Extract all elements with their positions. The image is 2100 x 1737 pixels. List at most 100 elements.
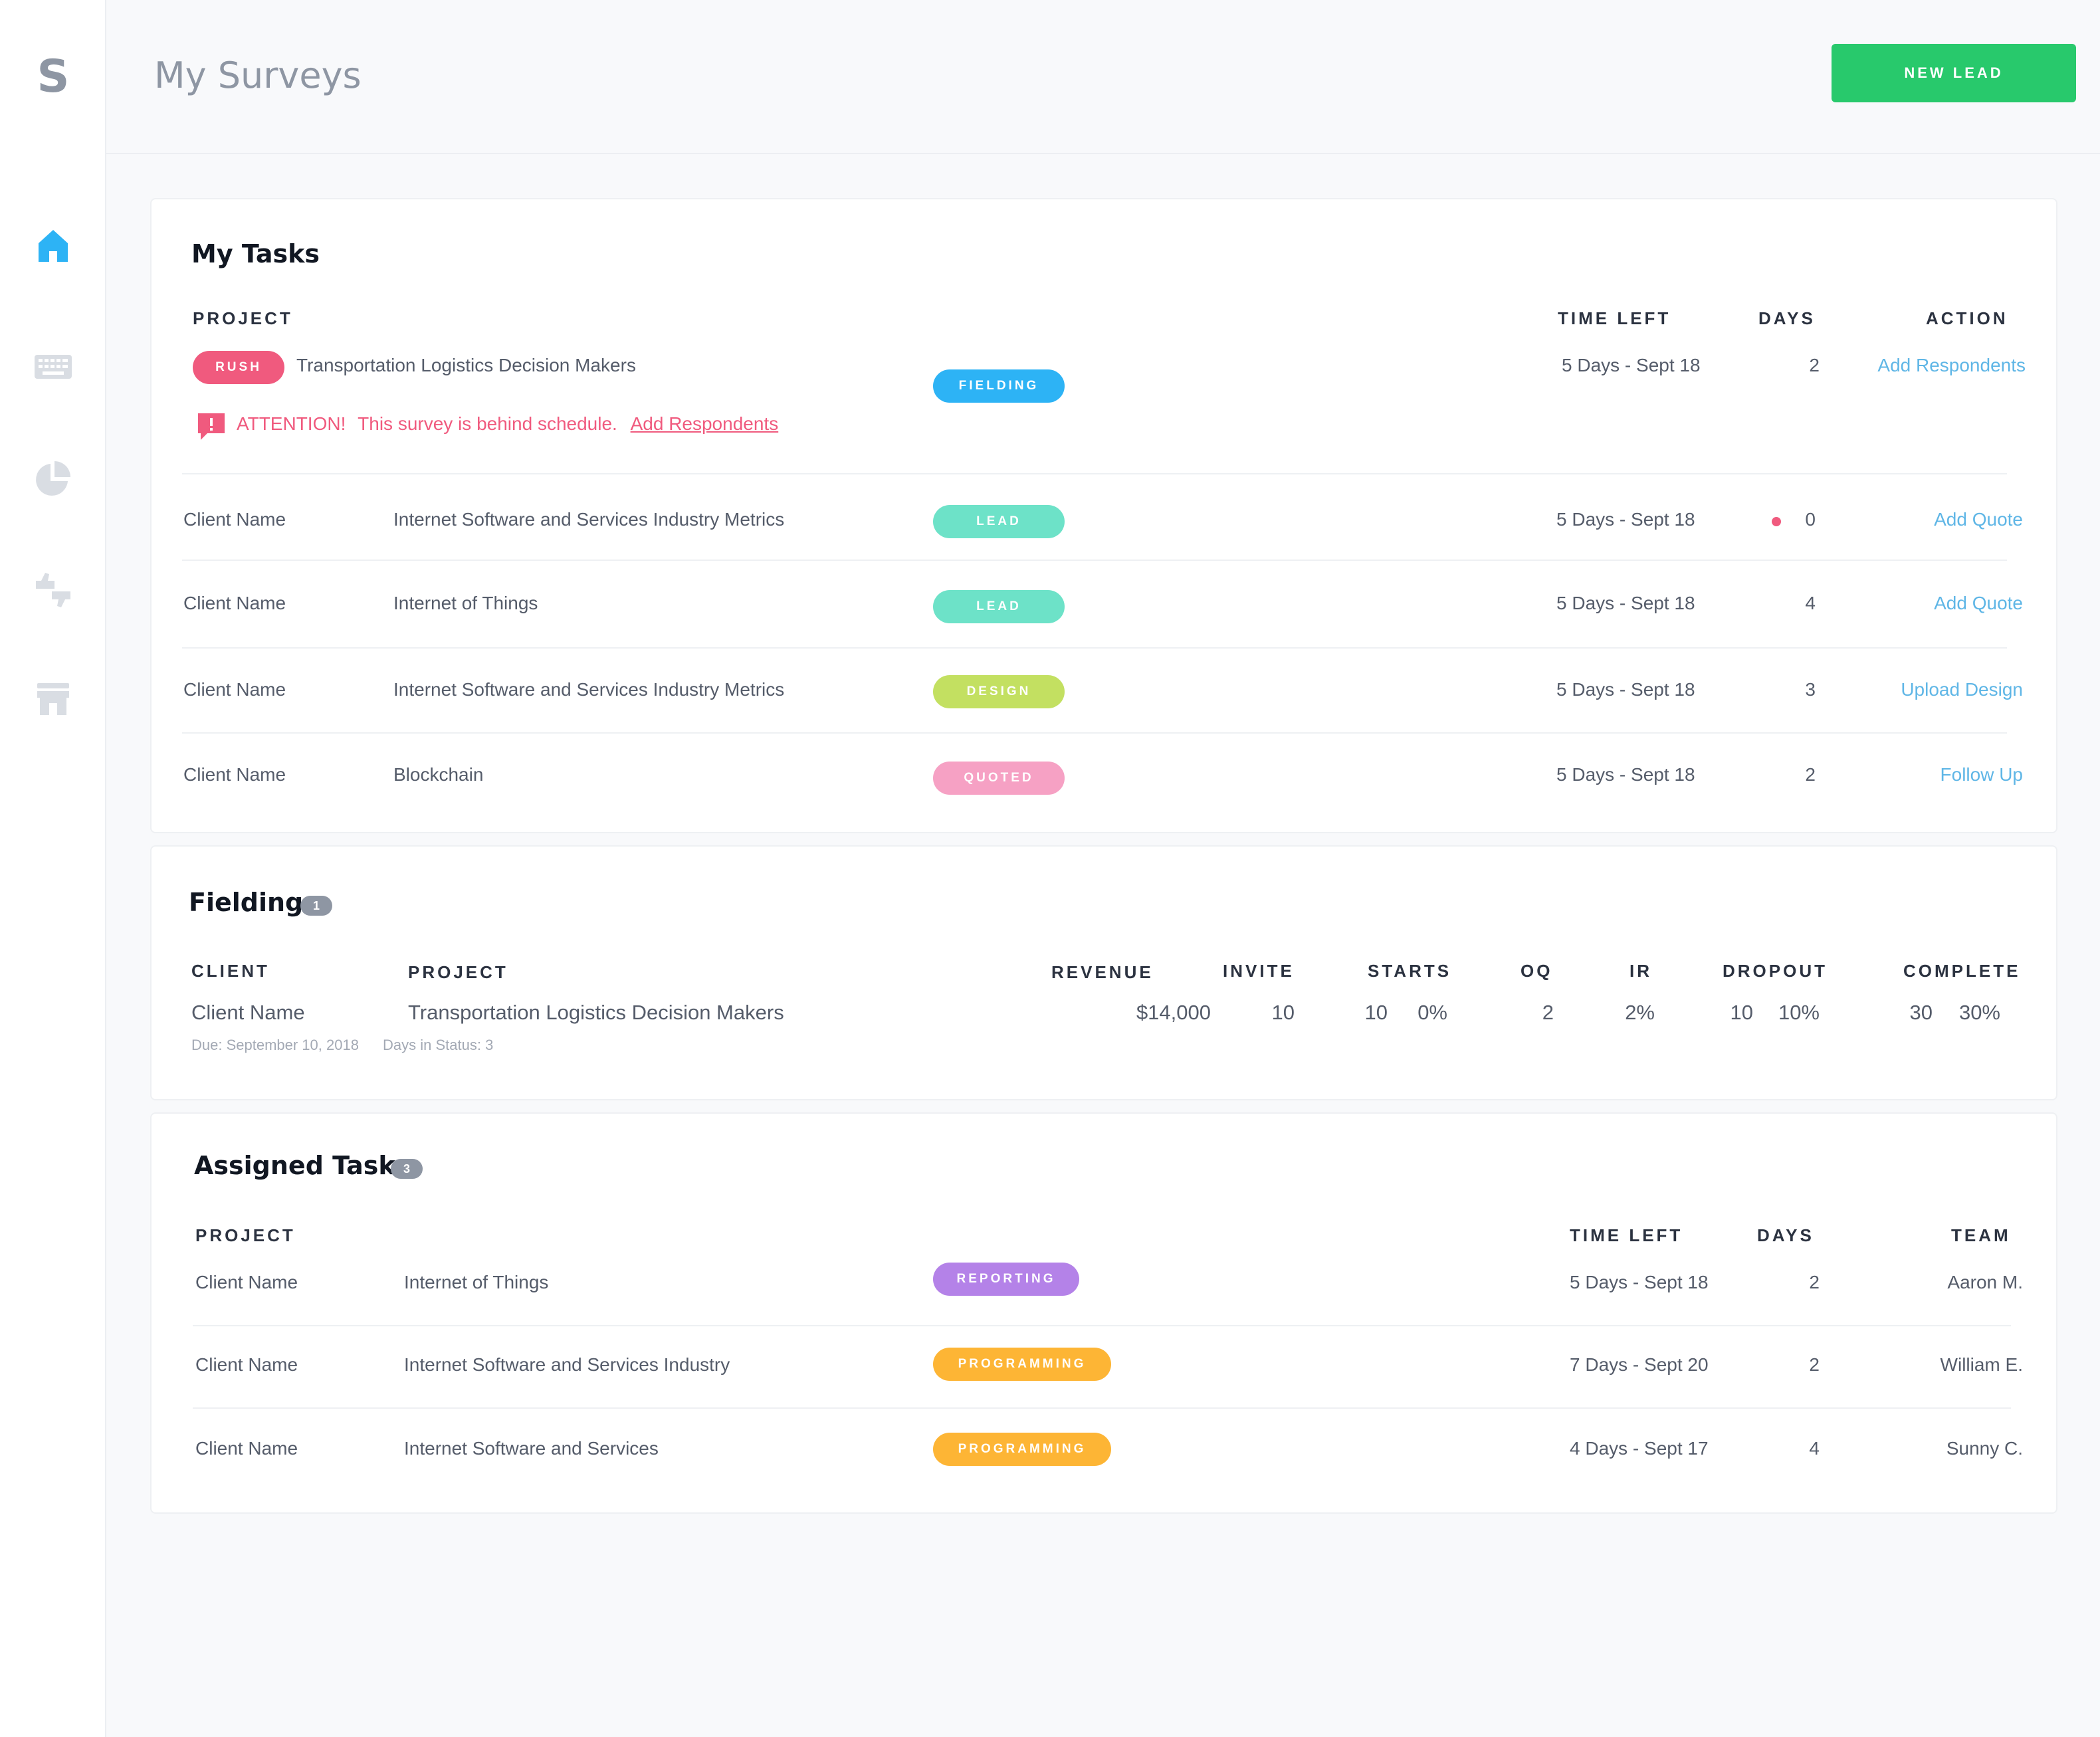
- project-name[interactable]: Internet of Things: [404, 1272, 549, 1292]
- row-divider: [193, 1325, 2011, 1326]
- days-value: 2: [1805, 764, 1816, 785]
- row-divider: [182, 647, 2007, 649]
- project-name[interactable]: Internet Software and Services Industry: [404, 1354, 730, 1375]
- time-left: 5 Days - Sept 18: [1556, 509, 1695, 530]
- store-icon[interactable]: [32, 678, 74, 720]
- status-badge: FIELDING: [933, 369, 1065, 403]
- team-member: William E.: [1940, 1354, 2023, 1375]
- project-name[interactable]: Blockchain: [393, 764, 484, 785]
- days-value: 0: [1805, 509, 1816, 530]
- days-value: 4: [1805, 593, 1816, 613]
- time-left: 5 Days - Sept 18: [1556, 764, 1695, 785]
- complete-value: 30: [1909, 1001, 1933, 1024]
- project-name[interactable]: Internet of Things: [393, 593, 538, 613]
- row-divider: [182, 732, 2007, 734]
- project-name[interactable]: Transportation Logistics Decision Makers: [296, 355, 636, 375]
- ir-value: 2%: [1625, 1001, 1655, 1024]
- time-left: 5 Days - Sept 18: [1556, 679, 1695, 700]
- add-respondents-link[interactable]: Add Respondents: [1877, 355, 2026, 375]
- client-name: Client Name: [183, 679, 286, 700]
- status-badge: LEAD: [933, 590, 1065, 623]
- column-header-complete: COMPLETE: [1903, 961, 2021, 981]
- dropout-percent: 10%: [1778, 1001, 1820, 1024]
- pie-chart-icon[interactable]: [32, 457, 74, 500]
- column-header-days: DAYS: [1758, 308, 1816, 328]
- column-header-starts: STARTS: [1368, 961, 1452, 981]
- assigned-tasks-card: Assigned Tasks 3 PROJECT TIME LEFT DAYS …: [150, 1112, 2057, 1514]
- column-header-oq: OQ: [1521, 961, 1553, 981]
- client-name: Client Name: [183, 764, 286, 785]
- thumbs-icon[interactable]: [32, 569, 74, 611]
- add-quote-link[interactable]: Add Quote: [1934, 593, 2023, 613]
- alert-title: ATTENTION!: [237, 413, 346, 434]
- rush-badge: RUSH: [193, 351, 284, 384]
- page-title: My Surveys: [154, 54, 362, 96]
- new-lead-button[interactable]: NEW LEAD: [1832, 44, 2076, 102]
- section-title: Assigned Tasks: [194, 1151, 411, 1180]
- column-header-time-left: TIME LEFT: [1558, 308, 1671, 328]
- count-badge: 1: [300, 896, 332, 916]
- time-left: 5 Days - Sept 18: [1556, 593, 1695, 613]
- app-logo[interactable]: S: [37, 51, 70, 103]
- column-header-ir: IR: [1629, 961, 1652, 981]
- days-value: 3: [1805, 679, 1816, 700]
- complete-percent: 30%: [1958, 1001, 2000, 1024]
- keyboard-icon[interactable]: [32, 346, 74, 388]
- status-badge: QUOTED: [933, 762, 1065, 795]
- days-value: 2: [1809, 1354, 1820, 1375]
- sidebar: S: [0, 0, 106, 1737]
- starts-value: 10: [1364, 1001, 1388, 1024]
- project-name[interactable]: Transportation Logistics Decision Makers: [408, 1001, 784, 1024]
- count-badge: 3: [391, 1159, 423, 1179]
- column-header-invite: INVITE: [1223, 961, 1295, 981]
- oq-value: 2: [1542, 1001, 1554, 1024]
- column-header-project: PROJECT: [408, 962, 508, 982]
- client-name: Client Name: [195, 1438, 298, 1459]
- column-header-revenue: REVENUE: [1051, 962, 1154, 982]
- days-value: 2: [1809, 1272, 1820, 1292]
- column-header-dropout: DROPOUT: [1723, 961, 1828, 981]
- status-badge: PROGRAMMING: [933, 1433, 1111, 1466]
- home-icon[interactable]: [32, 225, 74, 267]
- alert-text: This survey is behind schedule.: [358, 413, 617, 434]
- column-header-time-left: TIME LEFT: [1570, 1225, 1683, 1245]
- column-header-days: DAYS: [1757, 1225, 1814, 1245]
- column-header-team: TEAM: [1951, 1225, 2011, 1245]
- project-name[interactable]: Internet Software and Services Industry …: [393, 679, 785, 700]
- status-badge: LEAD: [933, 505, 1065, 538]
- status-badge: PROGRAMMING: [933, 1348, 1111, 1381]
- section-title: Fielding: [189, 888, 304, 917]
- add-quote-link[interactable]: Add Quote: [1934, 509, 2023, 530]
- dropout-value: 10: [1730, 1001, 1753, 1024]
- column-header-project: PROJECT: [195, 1225, 296, 1245]
- client-name: Client Name: [195, 1354, 298, 1375]
- time-left: 5 Days - Sept 18: [1562, 355, 1701, 375]
- row-divider: [193, 1407, 2011, 1409]
- column-header-client: CLIENT: [191, 961, 270, 981]
- client-name: Client Name: [191, 1001, 305, 1024]
- days-in-status: Days in Status: 3: [383, 1037, 494, 1053]
- my-tasks-card: My Tasks PROJECT TIME LEFT DAYS ACTION R…: [150, 198, 2057, 833]
- time-left: 4 Days - Sept 17: [1570, 1438, 1709, 1459]
- follow-up-link[interactable]: Follow Up: [1940, 764, 2023, 785]
- time-left: 7 Days - Sept 20: [1570, 1354, 1709, 1375]
- project-name[interactable]: Internet Software and Services Industry …: [393, 509, 785, 530]
- project-name[interactable]: Internet Software and Services: [404, 1438, 659, 1459]
- alert-icon: [197, 412, 226, 441]
- status-badge: DESIGN: [933, 675, 1065, 708]
- time-left: 5 Days - Sept 18: [1570, 1272, 1709, 1292]
- overdue-dot: [1772, 517, 1781, 526]
- client-name: Client Name: [183, 509, 286, 530]
- revenue-value: $14,000: [1136, 1001, 1211, 1024]
- days-value: 4: [1809, 1438, 1820, 1459]
- column-header-action: ACTION: [1926, 308, 2008, 328]
- invite-value: 10: [1271, 1001, 1295, 1024]
- row-divider: [182, 560, 2007, 561]
- upload-design-link[interactable]: Upload Design: [1901, 679, 2023, 700]
- days-value: 2: [1809, 355, 1820, 375]
- status-badge: REPORTING: [933, 1263, 1079, 1296]
- column-header-project: PROJECT: [193, 308, 293, 328]
- fielding-card: Fielding 1 CLIENT PROJECT REVENUE INVITE…: [150, 845, 2057, 1100]
- alert-add-respondents-link[interactable]: Add Respondents: [630, 413, 779, 434]
- section-title: My Tasks: [191, 239, 320, 268]
